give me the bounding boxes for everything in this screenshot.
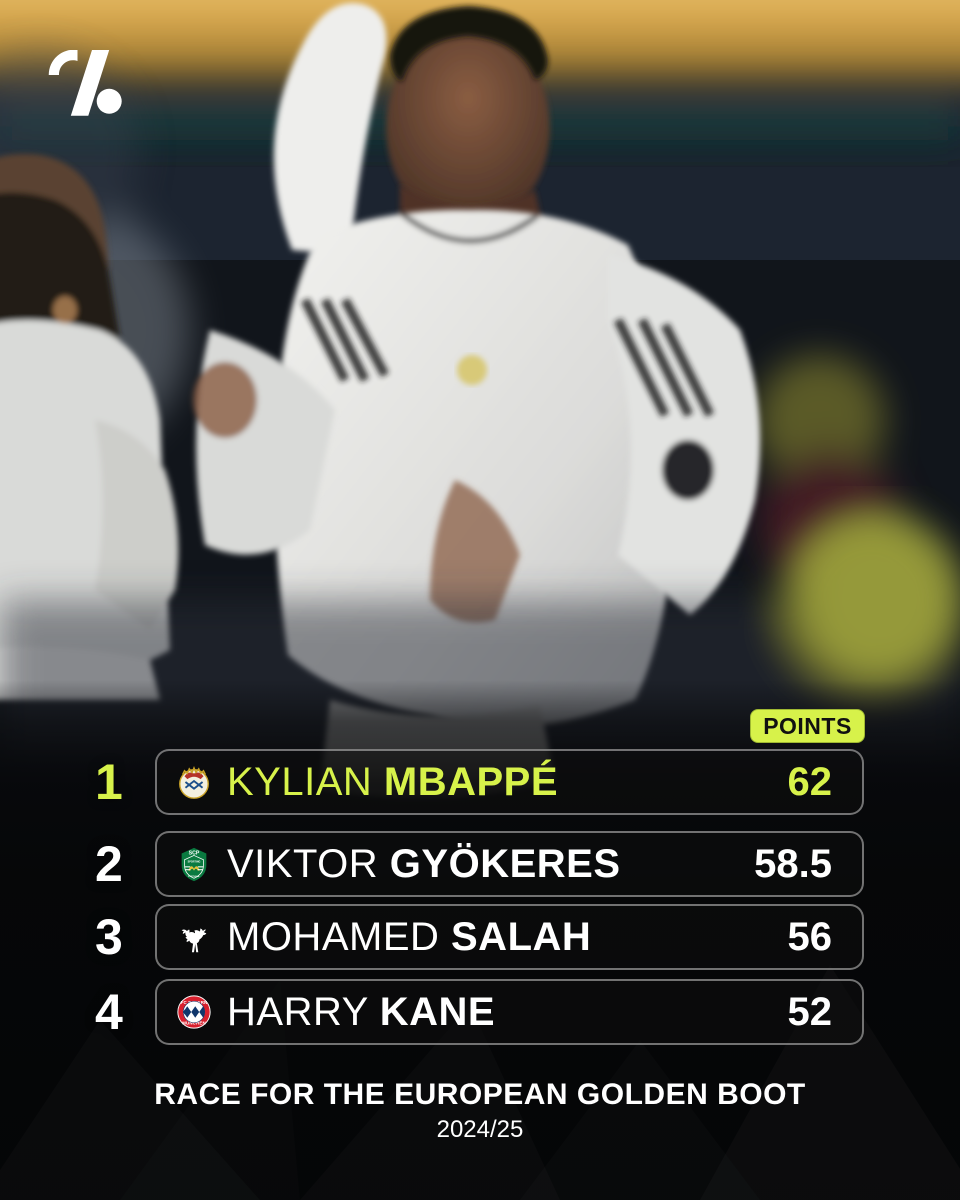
svg-text:SPORTING: SPORTING [188,861,201,864]
svg-text:PORTUGAL: PORTUGAL [188,875,200,878]
